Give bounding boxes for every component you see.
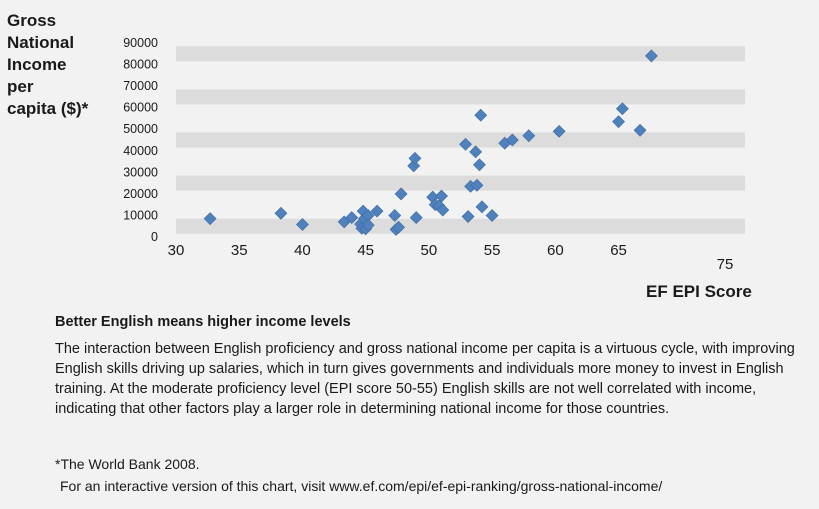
x-tick-label: 55	[484, 242, 501, 259]
data-point	[345, 211, 359, 225]
y-tick-label: 60000	[123, 101, 158, 115]
x-tick-label: 35	[231, 242, 248, 259]
data-point	[485, 209, 499, 222]
scatter-chart: 0 10000 20000 30000 40000 50000 60000 70000 8000…	[123, 36, 745, 273]
data-point	[394, 187, 408, 201]
data-point	[615, 102, 629, 116]
y-tick-label: 80000	[123, 58, 158, 72]
y-tick-label: 20000	[123, 187, 158, 201]
data-point	[522, 129, 536, 143]
data-point	[296, 218, 309, 231]
caption-heading: Better English means higher income level…	[55, 314, 351, 330]
y-tick-label: 10000	[123, 208, 158, 222]
caption: Better English means higher income level…	[55, 314, 815, 419]
gridline-bands	[176, 46, 745, 234]
data-point	[505, 133, 519, 147]
data-point	[408, 151, 422, 165]
x-tick-label: 45	[357, 242, 374, 259]
data-point	[435, 189, 448, 203]
x-tick-label: 30	[168, 242, 185, 259]
grid-band	[176, 175, 745, 191]
data-point	[469, 145, 483, 159]
y-tick-label: 0	[151, 230, 158, 244]
footnote: *The World Bank 2008.	[55, 456, 200, 472]
data-point	[473, 158, 486, 172]
x-tick-labels: 30 35 40 45 50 55 60 65 75	[168, 242, 734, 273]
data-point	[361, 218, 375, 232]
y-tick-label: 70000	[123, 79, 158, 93]
data-point	[633, 123, 647, 137]
grid-band	[176, 132, 745, 148]
y-tick-label: 90000	[123, 36, 158, 50]
y-tick-labels: 0 10000 20000 30000 40000 50000 60000 70000 8000…	[123, 36, 158, 244]
data-point	[459, 137, 472, 151]
x-tick-label: 50	[421, 242, 438, 259]
data-point	[392, 220, 405, 234]
data-point	[612, 115, 625, 129]
grid-band	[176, 218, 745, 234]
data-points	[203, 49, 658, 236]
y-tick-label: 40000	[123, 144, 158, 158]
data-point	[409, 211, 423, 225]
y-axis-title: Gross National Income per capita ($)*	[7, 11, 89, 118]
y-tick-label: 50000	[123, 122, 158, 136]
data-point	[436, 203, 450, 217]
data-point	[370, 204, 384, 218]
x-tick-label: 60	[547, 242, 564, 259]
x-tick-label: 65	[610, 242, 627, 259]
data-point	[461, 210, 475, 223]
grid-band	[176, 46, 745, 62]
data-point	[203, 212, 217, 226]
x-tick-label: 40	[294, 242, 311, 259]
x-axis-title: EF EPI Score	[646, 282, 752, 301]
data-point	[645, 49, 658, 63]
grid-band	[176, 89, 745, 105]
data-point	[552, 124, 566, 138]
x-tick-label: 75	[717, 256, 734, 273]
data-point	[470, 178, 484, 192]
data-point	[474, 108, 488, 122]
y-tick-label: 30000	[123, 165, 158, 179]
data-point	[475, 200, 489, 214]
data-point	[274, 206, 288, 220]
caption-body: The interaction between English proficie…	[55, 341, 795, 417]
interactive-chart-link[interactable]: For an interactive version of this chart…	[60, 478, 663, 494]
data-point	[388, 209, 402, 222]
